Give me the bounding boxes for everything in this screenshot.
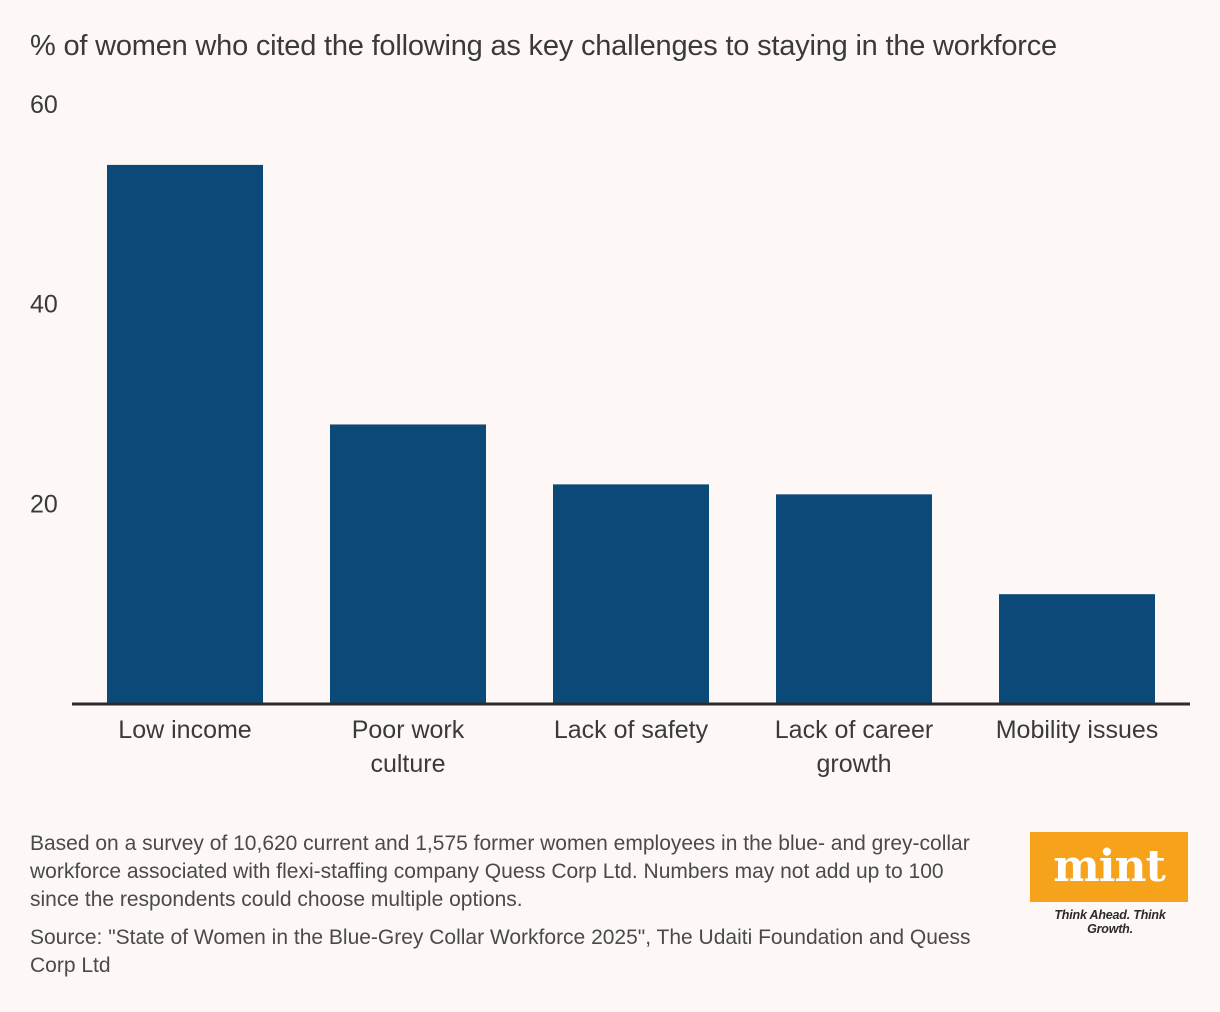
x-tick-label: Poor work culture bbox=[352, 716, 465, 778]
x-tick-label-line: Mobility issues bbox=[996, 716, 1159, 744]
y-tick-label: 20 bbox=[30, 490, 58, 518]
chart-source: Source: "State of Women in the Blue-Grey… bbox=[30, 926, 971, 977]
logo-tagline: Think Ahead. Think Growth. bbox=[1054, 908, 1166, 936]
y-tick-label: 60 bbox=[30, 91, 58, 119]
logo-wordmark: mint bbox=[1053, 841, 1166, 892]
x-tick-label-line: culture bbox=[370, 750, 445, 778]
x-tick-label-line: Low income bbox=[118, 716, 251, 744]
bar-chart: 20 40 60 Low income Poor work culture Lack of … bbox=[30, 91, 1190, 778]
chart-footnote: Based on a survey of 10,620 current and … bbox=[30, 832, 970, 911]
chart-title: % of women who cited the following as ke… bbox=[30, 30, 1057, 62]
bar-low-income bbox=[107, 164, 263, 704]
x-tick-label: Lack of career growth bbox=[775, 716, 933, 778]
x-tick-label-line: growth bbox=[816, 750, 891, 778]
mint-logo: mint bbox=[1030, 832, 1188, 902]
x-tick-label-line: Poor work bbox=[352, 716, 465, 744]
x-tick-label-line: Lack of safety bbox=[554, 716, 709, 744]
bar-poor-work-culture bbox=[330, 424, 486, 703]
x-tick-label: Mobility issues bbox=[996, 716, 1159, 744]
x-tick-label: Lack of safety bbox=[554, 716, 709, 744]
bar-lack-of-safety bbox=[553, 484, 709, 703]
bar-mobility-issues bbox=[999, 594, 1155, 703]
y-tick-label: 40 bbox=[30, 291, 58, 319]
x-tick-label: Low income bbox=[118, 716, 251, 744]
x-tick-label-line: Lack of career bbox=[775, 716, 933, 744]
bar-lack-of-career-growth bbox=[776, 494, 932, 703]
